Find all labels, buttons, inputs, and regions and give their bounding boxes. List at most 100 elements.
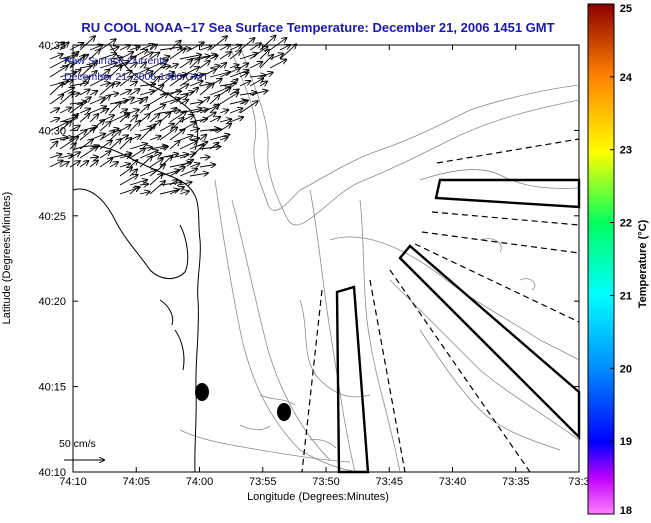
current-vector	[249, 78, 263, 87]
current-vector	[139, 105, 149, 114]
current-vector	[219, 110, 228, 113]
current-vector	[149, 114, 159, 123]
current-vector	[189, 173, 208, 176]
current-vector	[179, 191, 189, 194]
y-tick-label: 40:15	[38, 382, 66, 394]
x-tick-label: 73:40	[439, 476, 467, 488]
current-vector	[89, 45, 103, 51]
current-vector	[189, 145, 204, 159]
current-vector	[269, 38, 286, 51]
current-vector	[259, 55, 273, 69]
current-vector	[99, 39, 116, 51]
current-vector	[59, 72, 76, 78]
current-vector	[199, 69, 216, 78]
current-vector	[49, 82, 63, 96]
current-vector	[159, 56, 169, 59]
current-vector	[109, 162, 118, 168]
current-vector	[99, 95, 110, 105]
current-vector	[169, 167, 185, 177]
current-vector	[119, 77, 132, 87]
y-tick-label: 40:35	[38, 40, 66, 52]
current-vector	[79, 77, 90, 87]
overlay-current-title: Raw Surface Currents	[64, 55, 167, 67]
current-vector	[209, 129, 221, 131]
current-vector	[189, 81, 203, 87]
current-vector	[139, 52, 153, 60]
current-vector	[49, 108, 59, 114]
current-vector	[119, 45, 130, 51]
colorbar-tick-label: 23	[620, 145, 632, 157]
current-vector	[49, 142, 57, 150]
x-axis-label: Longitude (Degrees:Minutes)	[247, 491, 389, 503]
current-vector	[99, 83, 114, 96]
x-tick-label: 74:10	[59, 476, 87, 488]
current-vector	[229, 65, 239, 68]
current-vector	[219, 119, 231, 122]
current-vector	[179, 160, 193, 168]
current-vector	[59, 108, 71, 114]
current-vector	[129, 47, 140, 50]
current-vector	[89, 157, 98, 158]
current-vector	[199, 61, 210, 69]
current-vector	[259, 81, 267, 86]
current-vector	[119, 155, 131, 158]
current-vector	[209, 95, 219, 105]
colorbar-ticks: 25 24 23 22 21 20 19 18	[610, 3, 633, 517]
current-vector	[279, 44, 296, 60]
current-vector	[179, 141, 197, 150]
current-vector	[99, 140, 112, 150]
current-vector	[99, 151, 110, 159]
current-vector	[219, 68, 240, 78]
current-vector	[69, 126, 80, 132]
current-vector	[239, 73, 248, 77]
current-vector	[169, 75, 185, 87]
current-vector	[109, 47, 119, 50]
current-vector	[129, 115, 137, 123]
current-vector	[129, 81, 137, 86]
current-vector	[229, 79, 238, 87]
current-vector	[149, 164, 165, 177]
current-vector	[79, 128, 95, 141]
current-vector	[99, 121, 111, 132]
current-vector	[119, 167, 132, 177]
current-vector	[119, 90, 131, 96]
current-vector	[99, 54, 116, 60]
current-vector	[129, 149, 145, 159]
current-vector	[49, 122, 68, 132]
current-vector	[169, 41, 181, 51]
current-vector	[69, 161, 80, 168]
current-vector	[119, 175, 138, 186]
current-vector	[139, 170, 156, 177]
current-vector	[159, 124, 174, 132]
current-vector	[169, 64, 178, 68]
current-vector	[169, 95, 188, 105]
current-vector	[59, 92, 74, 105]
current-vector	[149, 181, 165, 195]
current-vector	[139, 156, 152, 168]
colorbar-tick-label: 22	[620, 218, 632, 230]
current-vector	[199, 157, 210, 158]
current-vector	[89, 49, 100, 60]
x-tick-label: 74:05	[122, 476, 150, 488]
colorbar-tick-label: 21	[620, 290, 632, 302]
current-vector	[99, 131, 114, 141]
current-vector	[159, 72, 174, 78]
current-vector	[79, 139, 93, 150]
current-vector	[99, 159, 112, 168]
current-vector	[119, 71, 132, 78]
current-vector	[249, 43, 261, 51]
current-vector	[199, 83, 214, 96]
current-vector	[79, 114, 89, 123]
current-vector	[249, 91, 267, 96]
current-vector	[149, 85, 163, 96]
current-vector	[129, 144, 147, 150]
current-vector	[129, 187, 138, 195]
current-vector	[69, 104, 82, 114]
current-vector	[199, 135, 206, 141]
current-vector	[79, 161, 88, 168]
scale-label: 50 cm/s	[59, 438, 96, 450]
current-vector	[229, 51, 241, 60]
current-vector	[189, 109, 208, 114]
mooring-marker	[277, 403, 291, 421]
current-vector	[169, 141, 180, 150]
